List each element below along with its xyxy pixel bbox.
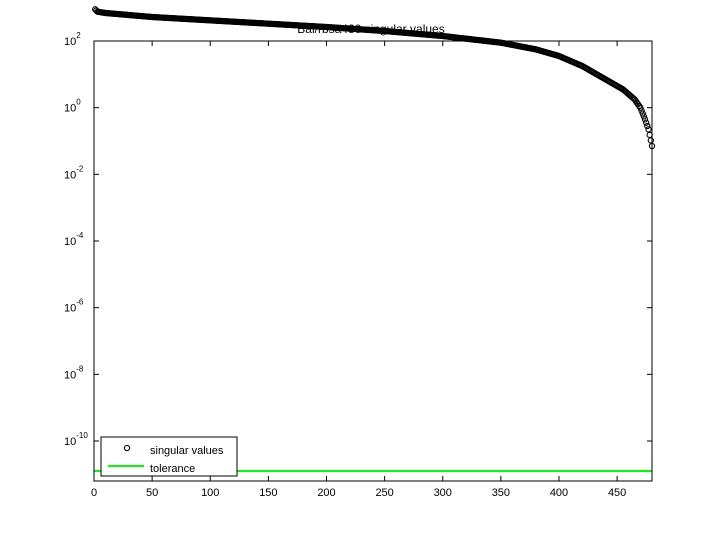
y-tick-exponent: -10 bbox=[76, 431, 88, 440]
y-tick-base: 10 bbox=[64, 369, 76, 381]
x-tick-label: 400 bbox=[550, 487, 568, 499]
legend: singular values tolerance bbox=[100, 436, 238, 477]
legend-label-tolerance: tolerance bbox=[150, 463, 195, 475]
plot-area bbox=[92, 6, 656, 472]
y-tick-base: 10 bbox=[64, 103, 76, 115]
x-tick-label: 150 bbox=[259, 487, 277, 499]
y-tick-label: 100 bbox=[64, 98, 81, 115]
y-tick-exponent: -2 bbox=[76, 164, 84, 173]
y-tick-exponent: 0 bbox=[76, 98, 81, 107]
x-tick-label: 450 bbox=[608, 487, 626, 499]
y-tick-label: 102 bbox=[64, 31, 81, 48]
singular-value-point bbox=[637, 104, 644, 111]
x-tick-label: 250 bbox=[375, 487, 393, 499]
legend-marker-singular-values bbox=[123, 444, 131, 452]
y-tick-base: 10 bbox=[64, 36, 76, 48]
y-tick-exponent: -6 bbox=[76, 298, 84, 307]
y-tick-label: 10-2 bbox=[64, 164, 84, 181]
legend-label-singular-values: singular values bbox=[150, 445, 224, 457]
y-tick-base: 10 bbox=[64, 236, 76, 248]
y-tick-exponent: 2 bbox=[76, 31, 81, 40]
y-tick-exponent: -8 bbox=[76, 364, 84, 373]
singular-value-point bbox=[640, 113, 648, 120]
x-tick-label: 300 bbox=[434, 487, 452, 499]
singular-value-point bbox=[641, 116, 649, 123]
x-tick-label: 50 bbox=[146, 487, 158, 499]
y-tick-label: 10-10 bbox=[64, 431, 88, 448]
singular-value-point bbox=[639, 110, 646, 117]
y-tick-base: 10 bbox=[64, 303, 76, 315]
y-tick-base: 10 bbox=[64, 169, 76, 181]
singular-value-point bbox=[644, 122, 651, 130]
y-tick-label: 10-4 bbox=[64, 231, 84, 248]
singular-value-point bbox=[643, 119, 650, 126]
x-tick-label: 200 bbox=[317, 487, 335, 499]
y-tick-exponent: -4 bbox=[76, 231, 84, 240]
plot-frame bbox=[93, 40, 653, 482]
singular-value-point bbox=[638, 107, 645, 114]
y-tick-label: 10-6 bbox=[64, 298, 84, 315]
singular-value-point bbox=[647, 137, 654, 144]
x-tick-label: 100 bbox=[201, 487, 219, 499]
x-tick-label: 0 bbox=[91, 487, 97, 499]
legend-box bbox=[100, 436, 238, 477]
axes: 0 50 100 150 200 250 300 350 400 45010210010-210-… bbox=[64, 31, 653, 499]
singular-value-point bbox=[645, 126, 652, 133]
x-tick-label: 350 bbox=[492, 487, 510, 499]
y-tick-label: 10-8 bbox=[64, 364, 84, 381]
y-tick-base: 10 bbox=[64, 436, 76, 448]
